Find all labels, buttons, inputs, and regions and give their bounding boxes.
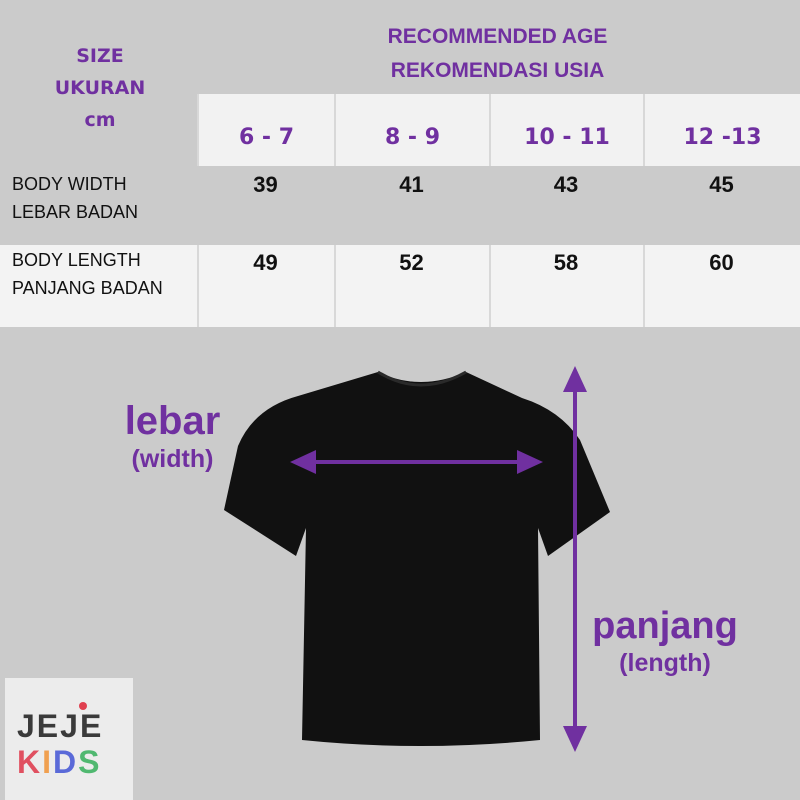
length-annotation: panjang (length) xyxy=(580,604,750,678)
length-label: (length) xyxy=(619,649,711,677)
table-cell: 60 xyxy=(709,250,734,275)
body-length-label: BODY LENGTH PANJANG BADAN xyxy=(12,246,163,302)
width-label: (width) xyxy=(131,445,214,473)
body-length-en: BODY LENGTH xyxy=(12,250,141,270)
table-cell: 39 xyxy=(253,172,278,197)
logo-jeje: JEJE xyxy=(17,708,104,744)
body-length-row-bg xyxy=(0,245,800,327)
body-width-label: BODY WIDTH LEBAR BADAN xyxy=(12,170,138,226)
age-column-header: 8 - 9 xyxy=(334,94,489,166)
unit-label: cm xyxy=(84,109,116,131)
table-cell: 49 xyxy=(253,250,278,275)
jeje-kids-logo: JEJE KIDS xyxy=(5,678,133,800)
body-width-id: LEBAR BADAN xyxy=(12,202,139,222)
width-arrow xyxy=(290,450,543,474)
table-cell: 43 xyxy=(553,172,579,197)
rekomendasi-usia-label: REKOMENDASI USIA xyxy=(390,59,605,82)
table-cell: 58 xyxy=(553,250,579,275)
age-column-header: 12 -13 xyxy=(643,94,800,166)
recommended-age-label: RECOMMENDED AGE xyxy=(387,25,608,48)
size-header: SIZE UKURAN cm xyxy=(20,40,180,136)
size-label: SIZE xyxy=(76,45,124,67)
age-column-header: 6 - 7 xyxy=(197,94,334,166)
width-annotation: lebar (width) xyxy=(110,398,235,474)
body-length-id: PANJANG BADAN xyxy=(12,278,163,298)
table-cell: 45 xyxy=(709,172,734,197)
length-arrow xyxy=(563,366,587,752)
age-column-header: 10 - 11 xyxy=(489,94,643,166)
heart-icon xyxy=(79,702,87,710)
age-header: RECOMMENDED AGE REKOMENDASI USIA xyxy=(300,20,695,88)
body-width-en: BODY WIDTH xyxy=(12,174,127,194)
lebar-label: lebar xyxy=(124,399,221,443)
tshirt-image xyxy=(224,372,610,746)
table-cell: 41 xyxy=(399,172,424,197)
logo-kids: KIDS xyxy=(17,744,102,780)
ukuran-label: UKURAN xyxy=(54,77,146,99)
panjang-label: panjang xyxy=(592,605,738,647)
table-cell: 52 xyxy=(399,250,424,275)
